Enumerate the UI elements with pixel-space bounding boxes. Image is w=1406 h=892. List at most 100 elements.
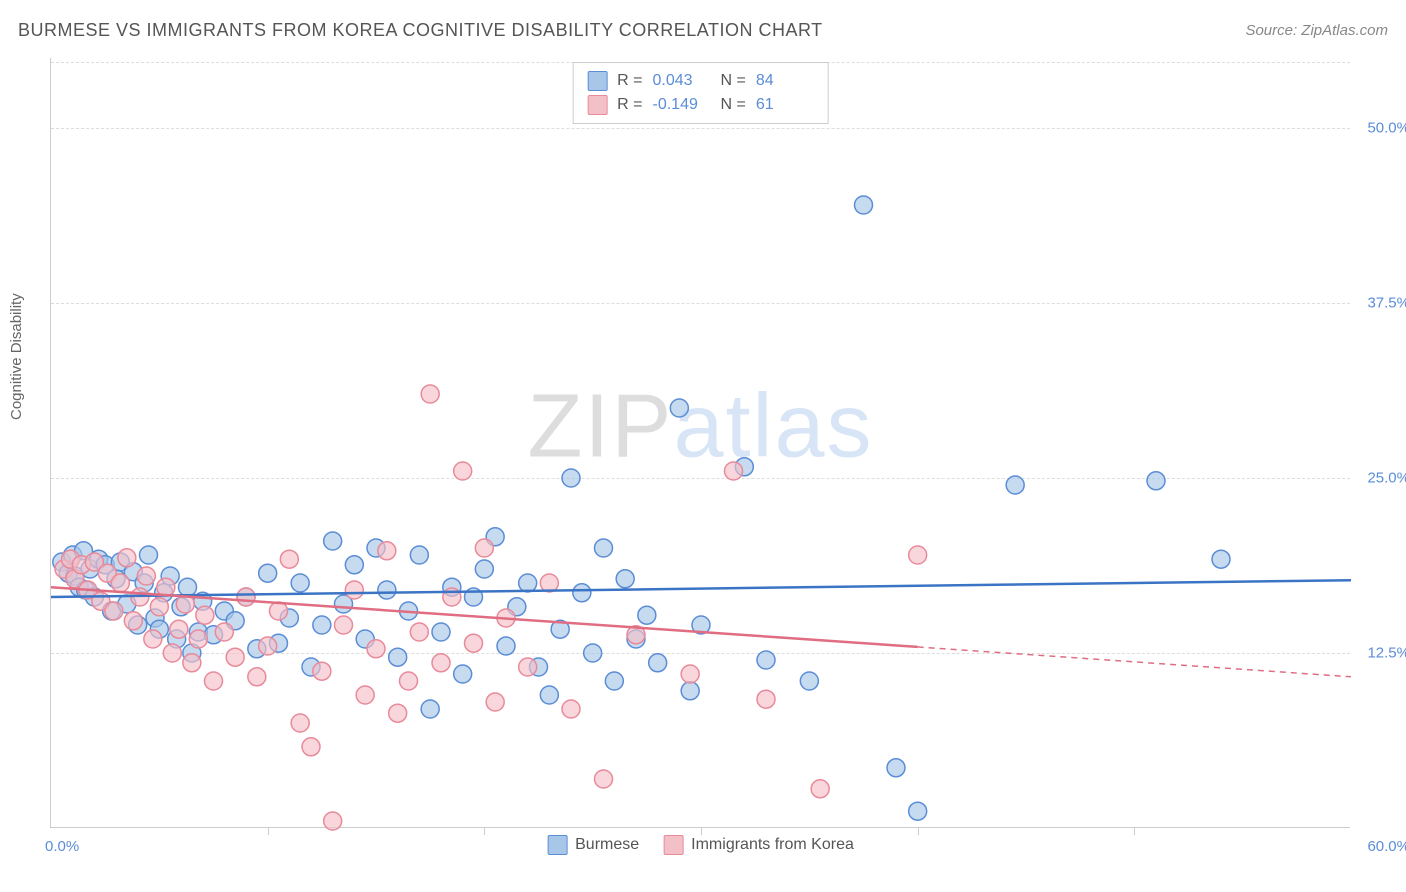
data-point [196, 606, 214, 624]
data-point [226, 648, 244, 666]
y-tick-label: 25.0% [1367, 470, 1406, 487]
data-point [183, 654, 201, 672]
source-attribution: Source: ZipAtlas.com [1245, 22, 1388, 39]
chart-area: ZIPatlas R = 0.043 N = 84 R = -0.149 N =… [50, 58, 1350, 828]
data-point [124, 612, 142, 630]
data-point [562, 469, 580, 487]
data-point [432, 654, 450, 672]
data-point [367, 640, 385, 658]
data-point [497, 637, 515, 655]
swatch-burmese [547, 835, 567, 855]
data-point [248, 668, 266, 686]
data-point [584, 644, 602, 662]
data-point [595, 539, 613, 557]
swatch-korea [663, 835, 683, 855]
data-point [205, 672, 223, 690]
data-point [1147, 472, 1165, 490]
x-tick-start: 0.0% [45, 838, 79, 855]
data-point [421, 385, 439, 403]
data-point [811, 780, 829, 798]
data-point [389, 648, 407, 666]
data-point [118, 549, 136, 567]
data-point [909, 546, 927, 564]
data-point [465, 634, 483, 652]
legend-row-korea: R = -0.149 N = 61 [587, 93, 814, 117]
data-point [137, 567, 155, 585]
data-point [291, 574, 309, 592]
data-point [237, 588, 255, 606]
data-point [649, 654, 667, 672]
data-point [356, 686, 374, 704]
data-point [681, 665, 699, 683]
series-legend: Burmese Immigrants from Korea [547, 835, 854, 855]
data-point [345, 556, 363, 574]
n-value-korea: 61 [756, 93, 814, 117]
data-point [757, 651, 775, 669]
legend-row-burmese: R = 0.043 N = 84 [587, 69, 814, 93]
data-point [909, 802, 927, 820]
data-point [324, 812, 342, 830]
swatch-burmese [587, 71, 607, 91]
data-point [179, 578, 197, 596]
data-point [519, 574, 537, 592]
data-point [389, 704, 407, 722]
data-point [313, 616, 331, 634]
data-point [215, 623, 233, 641]
data-point [189, 630, 207, 648]
data-point [562, 700, 580, 718]
data-point [887, 759, 905, 777]
data-point [302, 738, 320, 756]
trend-line-extrapolated [918, 647, 1351, 677]
data-point [144, 630, 162, 648]
legend-item-burmese: Burmese [547, 835, 639, 855]
data-point [150, 598, 168, 616]
y-tick-label: 37.5% [1367, 295, 1406, 312]
swatch-korea [587, 95, 607, 115]
legend-label-burmese: Burmese [575, 836, 639, 854]
data-point [163, 644, 181, 662]
data-point [291, 714, 309, 732]
data-point [475, 539, 493, 557]
data-point [1006, 476, 1024, 494]
data-point [259, 637, 277, 655]
data-point [280, 550, 298, 568]
legend-item-korea: Immigrants from Korea [663, 835, 854, 855]
data-point [670, 399, 688, 417]
data-point [378, 542, 396, 560]
n-value-burmese: 84 [756, 69, 814, 93]
data-point [421, 700, 439, 718]
data-point [475, 560, 493, 578]
data-point [454, 462, 472, 480]
data-point [140, 546, 158, 564]
data-point [681, 682, 699, 700]
data-point [540, 686, 558, 704]
data-point [105, 602, 123, 620]
scatter-plot-svg [51, 58, 1350, 827]
r-value-burmese: 0.043 [653, 69, 711, 93]
correlation-legend: R = 0.043 N = 84 R = -0.149 N = 61 [572, 62, 829, 124]
data-point [757, 690, 775, 708]
data-point [616, 570, 634, 588]
data-point [519, 658, 537, 676]
data-point [454, 665, 472, 683]
r-value-korea: -0.149 [653, 93, 711, 117]
data-point [605, 672, 623, 690]
data-point [410, 546, 428, 564]
data-point [410, 623, 428, 641]
data-point [270, 602, 288, 620]
data-point [725, 462, 743, 480]
data-point [486, 693, 504, 711]
data-point [638, 606, 656, 624]
chart-title: BURMESE VS IMMIGRANTS FROM KOREA COGNITI… [18, 20, 823, 41]
header: BURMESE VS IMMIGRANTS FROM KOREA COGNITI… [18, 20, 1388, 41]
x-tick-end: 60.0% [1367, 838, 1406, 855]
data-point [324, 532, 342, 550]
data-point [259, 564, 277, 582]
data-point [1212, 550, 1230, 568]
legend-label-korea: Immigrants from Korea [691, 836, 854, 854]
data-point [855, 196, 873, 214]
y-tick-label: 50.0% [1367, 120, 1406, 137]
data-point [378, 581, 396, 599]
data-point [432, 623, 450, 641]
data-point [111, 574, 129, 592]
